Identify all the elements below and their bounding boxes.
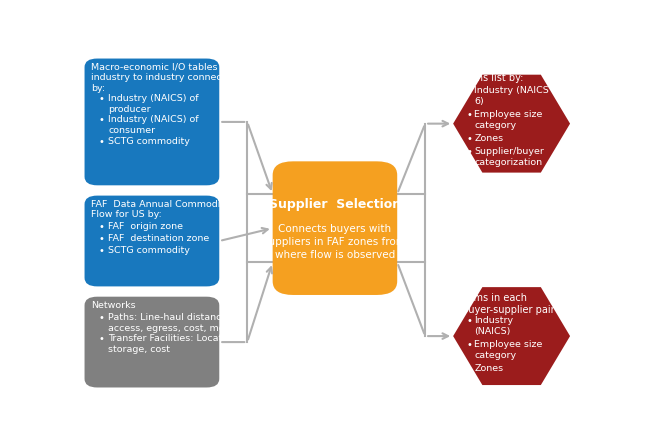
Text: Industry (NAICS) of
producer: Industry (NAICS) of producer	[108, 94, 199, 114]
Text: Employee size
category: Employee size category	[474, 340, 543, 360]
FancyBboxPatch shape	[85, 196, 219, 287]
Text: Industry
(NAICS): Industry (NAICS)	[474, 316, 514, 336]
Text: Transfer Facilities: Location,
storage, cost: Transfer Facilities: Location, storage, …	[108, 334, 240, 354]
Text: SCTG commodity: SCTG commodity	[108, 137, 190, 146]
Text: •: •	[466, 134, 472, 144]
Text: Supplier/buyer
categorization: Supplier/buyer categorization	[474, 147, 544, 166]
Text: •: •	[466, 86, 472, 96]
Text: •: •	[98, 234, 104, 244]
Polygon shape	[453, 75, 570, 173]
Text: •: •	[98, 334, 104, 344]
Text: Zones: Zones	[474, 134, 504, 143]
Text: •: •	[466, 316, 472, 327]
FancyBboxPatch shape	[85, 297, 219, 388]
Text: •: •	[98, 222, 104, 232]
Text: Industry (NAICS
6): Industry (NAICS 6)	[474, 86, 549, 105]
Text: Macro-economic I/O tables
industry to industry connections
by:: Macro-economic I/O tables industry to in…	[91, 63, 245, 93]
Text: FAF  origin zone: FAF origin zone	[108, 222, 184, 231]
Text: •: •	[466, 340, 472, 350]
Text: •: •	[466, 147, 472, 157]
Text: FAF  Data Annual Commodity
Flow for US by:: FAF Data Annual Commodity Flow for US by…	[91, 200, 230, 219]
Text: Firms list by:: Firms list by:	[462, 73, 523, 83]
Text: FAF  destination zone: FAF destination zone	[108, 234, 210, 243]
FancyBboxPatch shape	[85, 59, 219, 185]
Text: Employee size
category: Employee size category	[474, 110, 543, 129]
Text: •: •	[466, 110, 472, 120]
Polygon shape	[453, 287, 570, 385]
FancyBboxPatch shape	[273, 162, 397, 295]
Text: •: •	[466, 364, 472, 374]
Text: •: •	[98, 313, 104, 323]
Text: •: •	[98, 115, 104, 125]
Text: Zones: Zones	[474, 364, 504, 373]
Text: Industry (NAICS) of
consumer: Industry (NAICS) of consumer	[108, 115, 199, 135]
Text: Connects buyers with
suppliers in FAF zones from
where flow is observed: Connects buyers with suppliers in FAF zo…	[264, 224, 406, 260]
Text: •: •	[98, 137, 104, 147]
Text: •: •	[98, 94, 104, 104]
Text: SCTG commodity: SCTG commodity	[108, 247, 190, 255]
Text: •: •	[98, 247, 104, 256]
Text: Firms in each
buyer-supplier pair: Firms in each buyer-supplier pair	[462, 293, 555, 315]
Text: Networks: Networks	[91, 301, 135, 310]
Text: Paths: Line-haul distance,
access, egress, cost, mode.: Paths: Line-haul distance, access, egres…	[108, 313, 240, 333]
Text: Supplier  Selection: Supplier Selection	[269, 198, 401, 210]
